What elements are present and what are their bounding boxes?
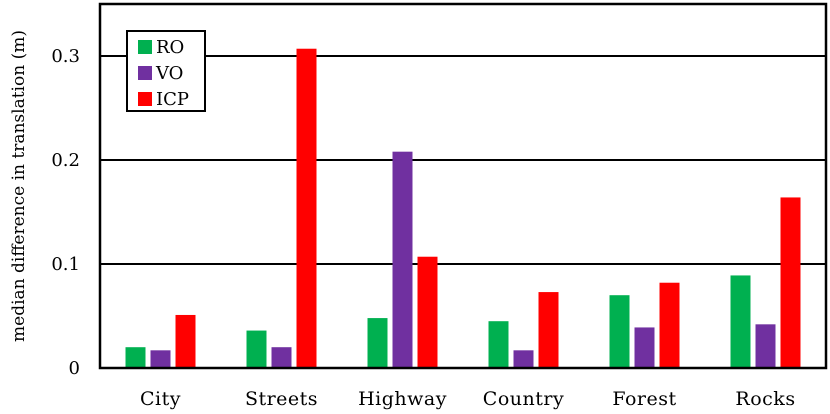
y-tick-label: 0.1 (51, 254, 80, 275)
legend-swatch-ro (138, 40, 152, 54)
legend-label-ro: RO (156, 37, 184, 58)
y-tick-label: 0.3 (51, 46, 80, 67)
bar-vo-streets (271, 347, 292, 368)
x-tick-label: Highway (358, 388, 447, 410)
bar-icp-forest (659, 282, 680, 368)
bar-ro-rocks (730, 275, 751, 368)
bar-icp-highway (417, 256, 438, 368)
bar-ro-highway (367, 318, 388, 368)
x-tick-label: Streets (245, 388, 318, 410)
y-axis-label: median difference in translation (m) (9, 30, 29, 342)
bar-vo-city (150, 350, 171, 368)
bar-vo-highway (392, 151, 413, 368)
y-tick-label: 0 (69, 358, 80, 379)
bar-icp-rocks (780, 197, 801, 368)
legend-swatch-vo (138, 66, 152, 80)
legend: RO VO ICP (126, 30, 206, 112)
bar-vo-forest (634, 327, 655, 368)
legend-label-vo: VO (155, 63, 183, 84)
bar-icp-streets (296, 48, 317, 368)
legend-label-icp: ICP (156, 89, 189, 110)
bar-icp-country (538, 292, 559, 368)
gridlines (100, 55, 826, 265)
y-tick-label: 0.2 (51, 150, 80, 171)
x-tick-label: Forest (612, 388, 676, 410)
x-axis-labels: City Streets Highway Country Forest Rocks (140, 388, 795, 410)
bar-vo-country (513, 350, 534, 368)
y-axis-ticks: 0 0.1 0.2 0.3 (51, 46, 80, 379)
x-tick-label: Country (483, 388, 564, 410)
x-tick-label: Rocks (735, 388, 795, 410)
bar-ro-city (125, 347, 146, 368)
bar-ro-streets (246, 330, 267, 368)
bar-vo-rocks (755, 324, 776, 368)
bars (125, 48, 801, 368)
legend-swatch-icp (138, 92, 152, 106)
bar-ro-forest (609, 295, 630, 368)
x-tick-label: City (140, 388, 181, 410)
bar-ro-country (488, 321, 509, 368)
plot-frame (98, 2, 828, 370)
bar-icp-city (175, 314, 196, 368)
